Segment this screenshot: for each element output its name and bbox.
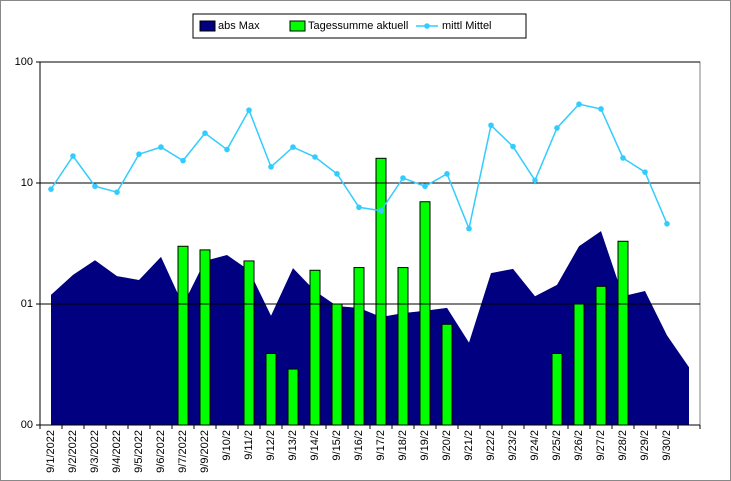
- line-marker: [510, 143, 516, 150]
- line-marker: [48, 186, 54, 192]
- bar: [331, 303, 343, 426]
- bar: [199, 249, 211, 426]
- x-tick-label: 9/12/2: [265, 430, 277, 461]
- x-tick-label: 9/11/2: [243, 430, 255, 460]
- line-marker: [378, 207, 384, 214]
- line-marker: [290, 144, 296, 150]
- bar: [375, 157, 387, 426]
- bar: [617, 240, 629, 426]
- line-marker: [620, 155, 626, 161]
- x-tick-label: 9/5/2022: [133, 430, 145, 473]
- x-tick-label: 9/19/2: [419, 430, 431, 461]
- line-marker: [356, 204, 362, 211]
- bar: [441, 323, 453, 426]
- x-tick-label: 9/17/2: [375, 430, 387, 461]
- x-tick-label: 9/1/2022: [45, 430, 57, 473]
- bar: [551, 352, 563, 426]
- line-marker: [334, 171, 340, 177]
- line-marker: [180, 157, 186, 164]
- line-marker: [488, 122, 494, 129]
- line-marker: [246, 107, 252, 113]
- line-marker: [202, 130, 208, 136]
- bar: [573, 303, 585, 426]
- x-tick-label: 9/10/2: [221, 430, 233, 461]
- legend-swatch: [424, 23, 430, 29]
- line-marker: [598, 106, 604, 112]
- x-tick-label: 9/3/2022: [89, 430, 101, 473]
- legend-label: mittl Mittel: [442, 20, 492, 32]
- y-tick-label: 00: [21, 419, 33, 431]
- x-tick-label: 9/18/2: [397, 430, 409, 461]
- bar: [243, 260, 255, 426]
- x-tick-label: 9/29/2: [639, 430, 651, 461]
- x-tick-label: 9/27/2: [595, 430, 607, 461]
- bar: [265, 352, 277, 426]
- legend-label: abs Max: [218, 20, 260, 32]
- y-tick-label: 100: [15, 56, 33, 68]
- line-marker: [444, 171, 450, 177]
- line-marker: [92, 183, 98, 190]
- x-tick-label: 9/7/2022: [177, 430, 189, 473]
- line-marker: [400, 175, 406, 181]
- line-marker: [268, 164, 274, 170]
- legend-swatch: [289, 20, 306, 32]
- x-tick-label: 9/15/2: [331, 430, 343, 461]
- x-tick-label: 9/25/2: [551, 430, 563, 461]
- x-tick-label: 9/23/2: [507, 430, 519, 461]
- y-tick-label: 01: [21, 298, 33, 310]
- x-tick-label: 9/14/2: [309, 430, 321, 461]
- bar: [353, 267, 365, 426]
- line-marker: [70, 153, 76, 159]
- bar: [177, 245, 189, 426]
- line-marker: [224, 146, 230, 153]
- line-marker: [642, 169, 648, 175]
- line-marker: [158, 144, 164, 150]
- x-tick-label: 9/21/2: [463, 430, 475, 461]
- x-tick-label: 9/26/2: [573, 430, 585, 461]
- line-marker: [136, 151, 142, 157]
- bar: [419, 201, 431, 426]
- x-tick-label: 9/6/2022: [155, 430, 167, 473]
- bar: [595, 285, 607, 426]
- x-tick-label: 9/30/2: [661, 430, 673, 461]
- line-marker: [422, 183, 428, 190]
- line-marker: [554, 125, 560, 131]
- line-marker: [312, 154, 318, 160]
- x-tick-label: 9/4/2022: [111, 430, 123, 473]
- legend-swatch: [199, 20, 216, 32]
- legend-label: Tagessumme aktuell: [308, 20, 408, 32]
- x-tick-label: 9/9/2022: [199, 430, 211, 473]
- line-marker: [664, 221, 670, 227]
- y-tick-label: 10: [21, 177, 33, 189]
- x-tick-label: 9/28/2: [617, 430, 629, 461]
- x-tick-label: 9/13/2: [287, 430, 299, 461]
- line-marker: [532, 177, 538, 184]
- bar: [309, 269, 321, 426]
- legend: [192, 13, 527, 39]
- x-tick-label: 9/2/2022: [67, 430, 79, 473]
- bar: [397, 267, 409, 426]
- x-tick-label: 9/16/2: [353, 430, 365, 461]
- x-tick-label: 9/24/2: [529, 430, 541, 461]
- x-tick-label: 9/22/2: [485, 430, 497, 461]
- line-marker: [114, 189, 120, 195]
- bar: [287, 368, 299, 426]
- line-marker: [576, 101, 582, 107]
- x-tick-label: 9/20/2: [441, 430, 453, 461]
- line-marker: [466, 225, 472, 232]
